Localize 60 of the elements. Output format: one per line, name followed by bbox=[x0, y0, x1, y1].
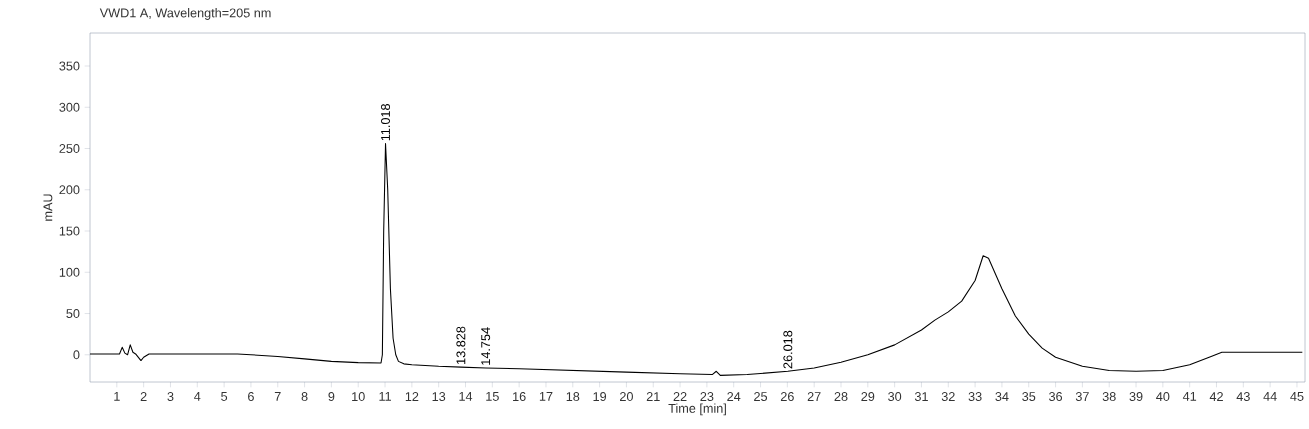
x-tick-label: 6 bbox=[248, 392, 254, 402]
x-tick-label: 13 bbox=[432, 392, 446, 402]
x-tick-label: 2 bbox=[140, 392, 147, 401]
x-tick-label: 17 bbox=[539, 392, 553, 401]
y-tick-label: 300 bbox=[59, 102, 80, 112]
annotation: 14.754 bbox=[481, 327, 491, 365]
x-tick-label: 33 bbox=[968, 392, 982, 402]
chart-title: VWD1 A, Wavelength=205 nm bbox=[99, 8, 271, 20]
x-tick-label: 15 bbox=[486, 392, 499, 401]
x-tick-label: 9 bbox=[328, 392, 335, 402]
x-tick-label: 12 bbox=[405, 392, 419, 401]
x-tick-label: 4 bbox=[194, 392, 201, 401]
y-tick-label: 0 bbox=[73, 350, 80, 360]
x-tick-label: 7 bbox=[274, 392, 281, 401]
x-tick-label: 23 bbox=[700, 392, 714, 402]
x-tick-label: 34 bbox=[995, 392, 1009, 402]
y-tick-label: 100 bbox=[59, 267, 80, 277]
x-tick-label: 16 bbox=[513, 392, 526, 402]
x-tick-label: 21 bbox=[646, 392, 660, 401]
x-tick-label: 11 bbox=[379, 392, 391, 401]
x-tick-label: 35 bbox=[1022, 392, 1036, 402]
x-tick-label: 18 bbox=[566, 392, 580, 402]
x-tick-label: 25 bbox=[754, 392, 768, 402]
x-tick-label: 19 bbox=[593, 392, 607, 402]
y-tick-label: 150 bbox=[59, 226, 80, 236]
x-tick-label: 28 bbox=[834, 392, 848, 402]
x-tick-label: 36 bbox=[1049, 392, 1063, 402]
x-tick-label: 22 bbox=[673, 392, 687, 401]
annotation: 13.828 bbox=[456, 326, 466, 364]
x-tick-label: 37 bbox=[1075, 392, 1089, 402]
y-tick-label: 50 bbox=[66, 309, 80, 319]
x-tick-label: 41 bbox=[1182, 392, 1197, 401]
x-tick-label: 43 bbox=[1236, 392, 1250, 402]
y-tick-label: 200 bbox=[59, 185, 80, 195]
x-tick-label: 40 bbox=[1156, 392, 1170, 402]
x-tick-label: 44 bbox=[1263, 392, 1277, 401]
x-tick-label: 29 bbox=[861, 392, 875, 402]
x-tick-label: 8 bbox=[301, 392, 308, 402]
x-tick-label: 10 bbox=[352, 392, 365, 402]
y-tick-label: 250 bbox=[59, 144, 80, 153]
x-tick-label: 38 bbox=[1102, 392, 1116, 402]
x-tick-label: 5 bbox=[221, 392, 228, 401]
annotation: 26.018 bbox=[783, 330, 793, 369]
x-tick-label: 32 bbox=[941, 392, 955, 402]
x-tick-label: 30 bbox=[888, 392, 902, 402]
x-tick-label: 20 bbox=[620, 392, 633, 402]
x-tick-label: 24 bbox=[727, 392, 741, 401]
x-tick-label: 26 bbox=[780, 392, 794, 402]
x-axis-title: Time [min] bbox=[668, 403, 726, 416]
x-tick-label: 3 bbox=[167, 392, 174, 402]
x-tick-label: 14 bbox=[459, 392, 473, 401]
x-tick-label: 27 bbox=[807, 392, 821, 401]
x-tick-label: 31 bbox=[914, 392, 928, 402]
annotation: 11.018 bbox=[381, 104, 391, 141]
x-tick-label: 39 bbox=[1129, 392, 1143, 402]
y-tick-label: 350 bbox=[59, 61, 80, 71]
x-tick-label: 45 bbox=[1290, 392, 1304, 401]
x-tick-label: 1 bbox=[114, 392, 120, 401]
y-axis-title: mAU bbox=[43, 194, 53, 221]
x-tick-label: 42 bbox=[1209, 392, 1223, 401]
